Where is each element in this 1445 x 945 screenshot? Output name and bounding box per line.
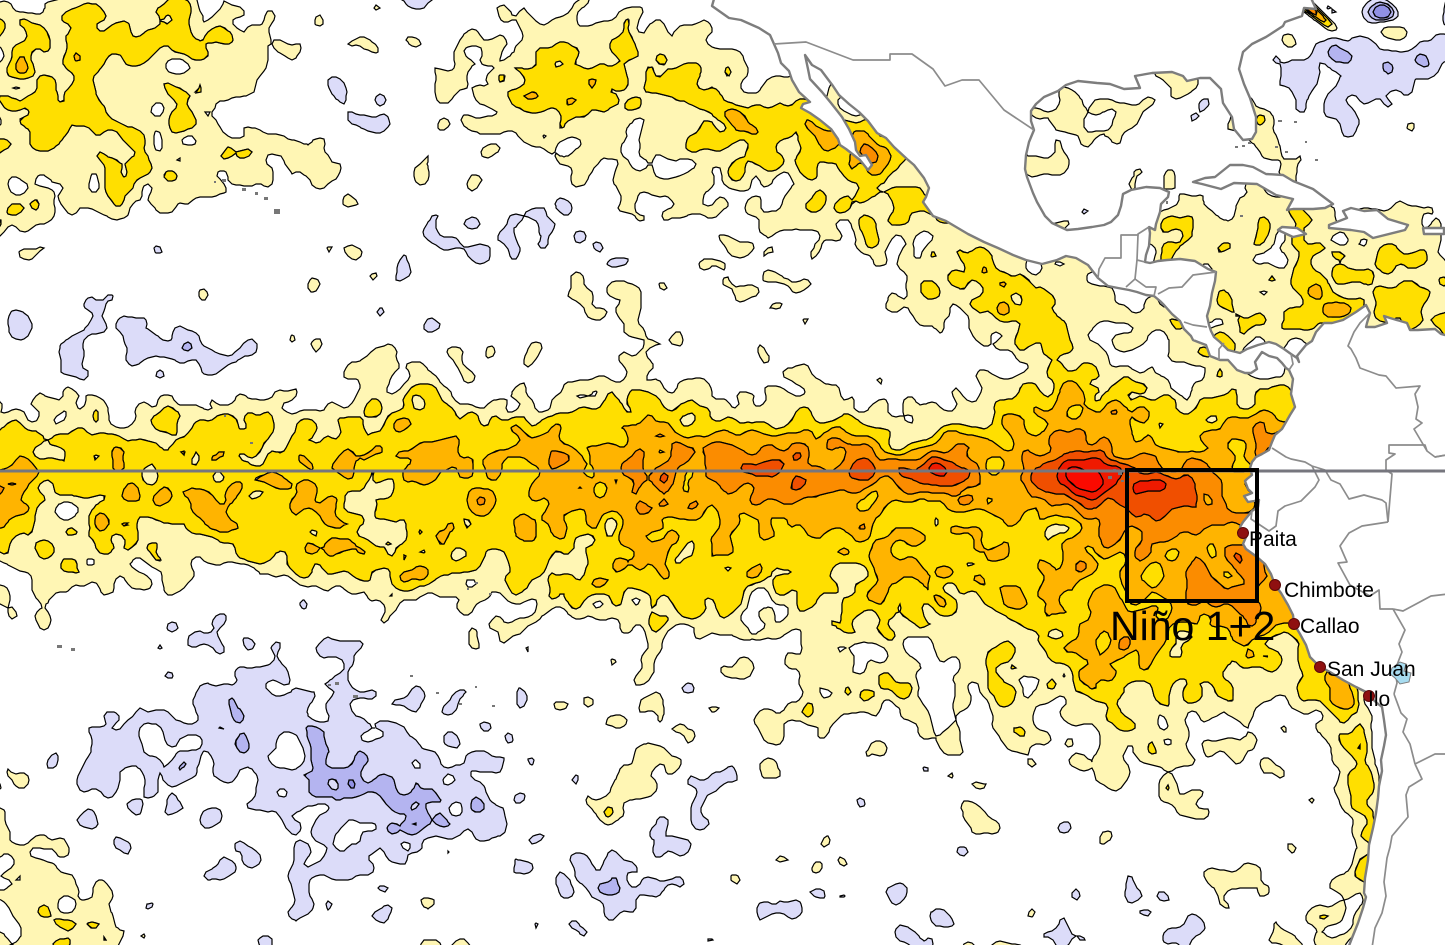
svg-text:San Juan: San Juan: [1327, 658, 1416, 681]
svg-text:Callao: Callao: [1300, 615, 1360, 638]
svg-text:Chimbote: Chimbote: [1284, 579, 1374, 602]
svg-text:Paita: Paita: [1249, 528, 1297, 551]
svg-text:Niño 1+2: Niño 1+2: [1110, 603, 1275, 649]
svg-text:Ilo: Ilo: [1368, 688, 1390, 711]
